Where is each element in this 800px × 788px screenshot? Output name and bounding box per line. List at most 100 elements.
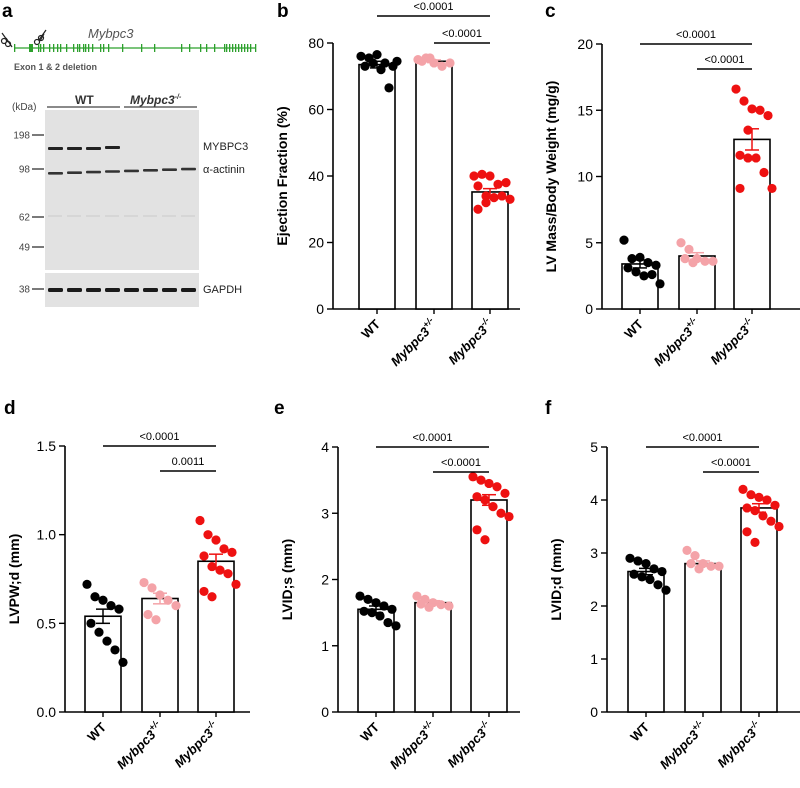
band-actinin — [143, 169, 158, 172]
exon-mark — [250, 44, 252, 52]
band-gapdh — [181, 288, 196, 292]
data-point — [203, 530, 213, 540]
data-point — [641, 559, 651, 569]
y-tick-label: 3 — [321, 505, 329, 521]
y-tick-label: 2 — [590, 598, 598, 614]
chart-f: f 0 1 2 3 4 5 LVID;d (mm) WT Mybpc3+/-Mybpc3-/- <0… — [545, 398, 800, 772]
data-point — [735, 150, 745, 160]
data-point — [708, 256, 718, 266]
blot-bands — [48, 146, 196, 292]
data-point — [623, 263, 633, 273]
data-point — [468, 472, 478, 482]
data-point — [747, 104, 757, 114]
data-point — [360, 61, 370, 71]
data-point — [657, 566, 667, 577]
data-point — [90, 592, 100, 602]
band-mybpc3 — [48, 147, 63, 150]
data-point — [485, 171, 495, 181]
y-tick-label: 1.5 — [37, 438, 57, 454]
data-point — [372, 50, 382, 60]
exon-mark — [141, 44, 143, 52]
exon-mark — [122, 44, 124, 52]
x-label-base: Mybpc3 — [657, 727, 702, 772]
exon-mark — [92, 44, 94, 52]
data-point — [676, 238, 686, 248]
y-tick-label: 0 — [590, 704, 598, 720]
panel-a: a Mybpc3 Exon 1 & 2 deletion (kDa) WT My… — [0, 1, 257, 307]
y-tick-label: 0.0 — [37, 704, 57, 720]
data-point — [143, 609, 153, 620]
exon-mark — [79, 44, 81, 52]
data-point — [94, 627, 104, 637]
data-point — [473, 204, 483, 214]
data-point — [500, 488, 510, 498]
p-value-label: <0.0001 — [442, 28, 482, 40]
exon-mark — [200, 44, 202, 52]
x-label-base: Mybpc3 — [444, 725, 489, 770]
x-label-base: Mybpc3 — [445, 322, 490, 367]
exon-mark — [77, 44, 79, 52]
data-point — [637, 572, 647, 582]
p-value-label: <0.0001 — [711, 457, 751, 469]
x-tick-label: WT — [358, 316, 383, 341]
data-point — [649, 564, 659, 574]
band-actinin — [181, 167, 196, 171]
band-actinin — [86, 170, 101, 174]
x-label-base: Mybpc3 — [714, 725, 759, 770]
data-point — [417, 56, 427, 66]
x-tick-label: Mybpc3-/- — [444, 315, 496, 367]
data-point — [505, 194, 515, 204]
data-point — [625, 553, 635, 563]
data-point — [631, 267, 641, 277]
data-point — [763, 110, 773, 121]
x-tick-label: Mybpc3-/- — [443, 718, 495, 770]
panel-letter: e — [274, 398, 285, 419]
panel-letter: c — [545, 1, 556, 22]
exon-mark — [103, 44, 105, 52]
data-point — [98, 595, 108, 605]
data-point — [755, 105, 765, 115]
y-tick-label: 1 — [590, 651, 598, 667]
x-tick-label: WT — [84, 719, 109, 744]
exon-mark — [100, 44, 102, 52]
data-point — [497, 191, 507, 201]
band-gapdh — [86, 288, 101, 292]
marker-label: 198 — [13, 131, 30, 142]
data-point — [211, 535, 221, 545]
data-point — [151, 615, 161, 625]
data-point — [82, 579, 92, 589]
exon-mark — [154, 44, 156, 52]
data-point — [501, 178, 511, 188]
exon-mark — [224, 44, 226, 52]
panel-letter: b — [277, 1, 289, 22]
data-point — [392, 56, 402, 66]
data-point — [639, 271, 649, 281]
p-value-label: 0.0011 — [172, 456, 205, 468]
y-axis-title: LV Mass/Body Weight (mg/g) — [543, 81, 559, 273]
band-label-gapdh: GAPDH — [203, 284, 242, 296]
deletion-label: Exon 1 & 2 deletion — [14, 62, 97, 72]
x-label-base: Mybpc3 — [114, 727, 159, 772]
data-point — [686, 559, 696, 569]
exon-mark — [14, 44, 16, 52]
data-point — [355, 591, 365, 601]
exon-mark — [229, 44, 231, 52]
chart-d: d 0.0 0.5 1.0 1.5 LVPW;d (mm) WT Mybpc3+/-Mybpc… — [4, 398, 250, 772]
bar — [733, 138, 771, 310]
exon-mark — [38, 44, 40, 52]
data-point — [480, 495, 490, 505]
data-point — [477, 169, 487, 179]
data-point — [492, 482, 502, 492]
data-point — [199, 586, 209, 597]
band-gapdh — [105, 288, 120, 292]
data-point — [383, 617, 393, 628]
data-point — [488, 502, 498, 512]
y-tick-label: 0 — [585, 301, 593, 317]
bar — [415, 60, 453, 310]
p-value-label: <0.0001 — [139, 431, 179, 443]
y-tick-label: 2 — [321, 572, 329, 588]
data-point — [743, 125, 753, 135]
data-point — [359, 606, 369, 616]
exon-mark — [214, 44, 216, 52]
